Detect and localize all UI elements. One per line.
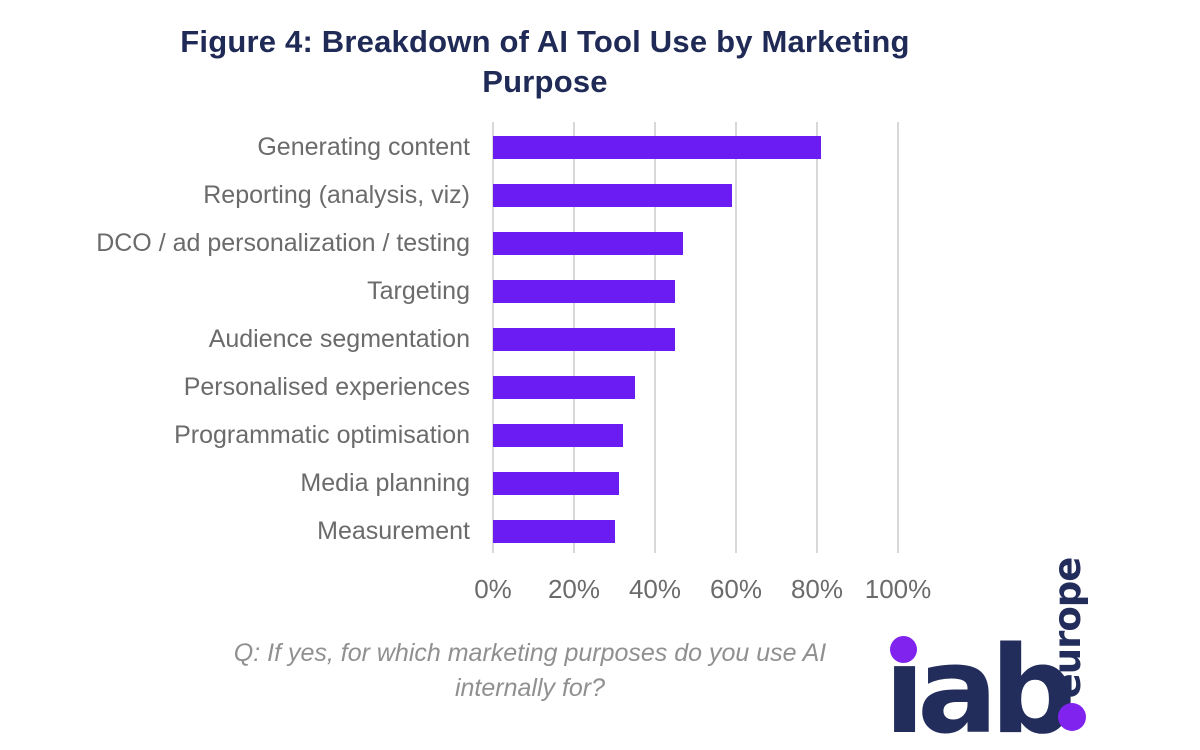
bar-row: DCO / ad personalization / testing <box>0 219 1200 267</box>
bar <box>493 520 615 543</box>
bar-row: Personalised experiences <box>0 363 1200 411</box>
x-tick-label: 20% <box>547 574 601 604</box>
bar <box>493 328 676 351</box>
bar <box>493 424 623 447</box>
chart-title: Figure 4: Breakdown of AI Tool Use by Ma… <box>95 22 995 102</box>
bar-row: Audience segmentation <box>0 315 1200 363</box>
category-label: Measurement <box>317 517 470 545</box>
bar-row: Measurement <box>0 507 1200 555</box>
iab-logo-period-dot-icon <box>1058 703 1086 731</box>
bar-row: Generating content <box>0 123 1200 171</box>
chart-caption: Q: If yes, for which marketing purposes … <box>95 636 965 706</box>
x-tick-label: 60% <box>709 574 763 604</box>
bar-row: Media planning <box>0 459 1200 507</box>
bar <box>493 472 619 495</box>
x-tick-label: 80% <box>790 574 844 604</box>
gridline <box>735 122 737 553</box>
x-tick-label: 100% <box>864 574 932 604</box>
chart-caption-line1: Q: If yes, for which marketing purposes … <box>233 639 827 667</box>
bar <box>493 184 732 207</box>
bar <box>493 232 684 255</box>
iab-logo-i-dot-icon <box>890 636 917 663</box>
category-label: Reporting (analysis, viz) <box>203 181 470 209</box>
x-axis-ticks: 0% 20% 40% 60% 80% 100% <box>474 574 993 604</box>
bar <box>493 136 822 159</box>
chart-title-line1: Figure 4: Breakdown of AI Tool Use by Ma… <box>180 24 910 59</box>
bar-rows: Generating content Reporting (analysis, v… <box>0 123 1200 555</box>
bar <box>493 280 676 303</box>
category-label: Generating content <box>257 133 470 161</box>
bar-row: Programmatic optimisation <box>0 411 1200 459</box>
category-label: Media planning <box>300 469 470 497</box>
category-label: Audience segmentation <box>208 325 470 353</box>
bar-row: Reporting (analysis, viz) <box>0 171 1200 219</box>
x-tick-label: 40% <box>628 574 682 604</box>
category-label: Programmatic optimisation <box>174 421 470 449</box>
chart-caption-line2: internally for? <box>454 674 606 702</box>
bar-row: Targeting <box>0 267 1200 315</box>
category-label: Personalised experiences <box>183 373 470 401</box>
gridline <box>816 122 818 553</box>
gridline <box>897 122 899 553</box>
category-label: DCO / ad personalization / testing <box>96 229 470 257</box>
iab-europe-logo-suffix: europe <box>1046 557 1089 699</box>
bar <box>493 376 635 399</box>
x-tick-label: 0% <box>474 574 512 604</box>
chart-title-line2: Purpose <box>482 64 608 99</box>
category-label: Targeting <box>367 277 470 305</box>
